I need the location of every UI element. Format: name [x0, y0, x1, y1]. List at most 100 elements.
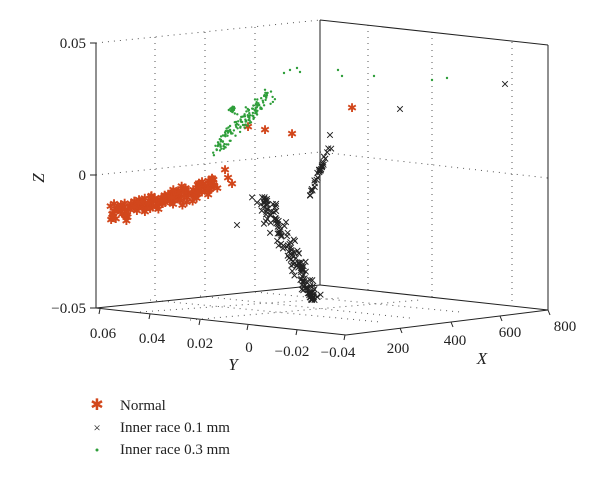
data-point-normal: ✱ [193, 178, 203, 192]
data-point-inner-race-0-3 [221, 134, 225, 137]
data-point-normal: ✱ [202, 183, 212, 197]
legend-item-normal: ✱ Normal [90, 397, 166, 414]
y-tick-label: −0.02 [275, 344, 310, 360]
data-point-inner-race-0-3 [226, 134, 229, 137]
data-point-normal: ✱ [145, 202, 155, 216]
data-point-inner-race-0-1 [396, 105, 404, 113]
data-point-normal: ✱ [188, 195, 198, 209]
data-point-normal: ✱ [143, 197, 153, 211]
data-point-normal: ✱ [117, 207, 127, 221]
legend-item-inner-race-0-3: Inner race 0.3 mm [95, 442, 230, 458]
data-point-normal: ✱ [209, 179, 219, 193]
data-point-inner-race-0-3 [231, 132, 234, 135]
data-point-inner-race-0-1 [287, 238, 294, 246]
data-point-normal: ✱ [160, 189, 170, 203]
data-point-normal: ✱ [208, 179, 218, 193]
data-point-inner-race-0-3 [239, 118, 242, 121]
data-point-inner-race-0-1 [311, 180, 318, 187]
data-point-inner-race-0-3 [227, 108, 230, 112]
data-point-inner-race-0-1 [263, 195, 271, 203]
data-point-normal: ✱ [116, 201, 126, 215]
data-point-inner-race-0-3 [244, 123, 247, 126]
data-point-inner-race-0-3 [262, 104, 266, 107]
data-point-inner-race-0-3 [232, 108, 235, 111]
data-point-inner-race-0-1 [295, 250, 302, 257]
data-point-inner-race-0-1 [301, 275, 308, 282]
data-point-inner-race-0-1 [275, 217, 282, 225]
data-point-inner-race-0-1 [293, 262, 301, 270]
data-point-normal: ✱ [191, 186, 201, 200]
data-point-inner-race-0-3 [246, 107, 249, 111]
data-point-normal: ✱ [122, 211, 132, 225]
data-point-normal: ✱ [107, 207, 117, 221]
data-point-normal: ✱ [158, 195, 168, 209]
data-point-normal: ✱ [197, 175, 207, 189]
data-point-inner-race-0-1 [308, 185, 315, 193]
data-point-normal: ✱ [166, 194, 176, 208]
data-point-inner-race-0-3 [282, 71, 286, 75]
data-point-inner-race-0-3 [251, 111, 255, 115]
data-point-inner-race-0-3 [229, 130, 232, 134]
data-point-inner-race-0-3 [225, 143, 228, 146]
data-point-inner-race-0-3 [225, 127, 228, 130]
data-point-inner-race-0-3 [242, 123, 245, 127]
data-point-inner-race-0-3 [227, 129, 231, 132]
data-point-inner-race-0-1 [286, 240, 293, 248]
data-point-inner-race-0-1 [316, 169, 323, 176]
data-point-normal: ✱ [126, 201, 136, 215]
data-point-normal: ✱ [126, 197, 136, 211]
data-point-inner-race-0-3 [233, 112, 236, 115]
data-point-inner-race-0-3 [244, 119, 248, 123]
data-point-normal: ✱ [203, 174, 213, 188]
data-point-normal: ✱ [120, 208, 130, 222]
data-point-normal: ✱ [171, 189, 181, 203]
data-point-inner-race-0-3 [269, 102, 272, 106]
data-point-normal: ✱ [125, 203, 135, 217]
data-point-inner-race-0-3 [259, 107, 262, 110]
data-point-normal: ✱ [157, 194, 167, 208]
data-point-normal: ✱ [207, 171, 217, 185]
data-point-inner-race-0-3 [223, 142, 226, 146]
data-point-normal: ✱ [121, 209, 131, 223]
data-point-normal: ✱ [194, 177, 204, 191]
data-point-normal: ✱ [192, 187, 202, 201]
data-point-normal: ✱ [168, 183, 178, 197]
data-point-normal: ✱ [112, 202, 122, 216]
data-point-inner-race-0-1 [501, 80, 509, 88]
data-point-inner-race-0-3 [215, 148, 218, 151]
data-point-normal: ✱ [200, 179, 210, 193]
data-point-normal: ✱ [120, 196, 130, 210]
data-point-normal: ✱ [188, 183, 198, 197]
data-point-inner-race-0-3 [258, 103, 261, 107]
data-point-inner-race-0-3 [262, 101, 265, 104]
data-point-normal: ✱ [168, 193, 178, 207]
data-point-normal: ✱ [181, 181, 191, 195]
data-point-normal: ✱ [116, 198, 126, 212]
data-point-normal: ✱ [133, 196, 143, 210]
data-point-normal: ✱ [191, 185, 201, 199]
data-point-inner-race-0-1 [272, 202, 280, 210]
data-point-normal: ✱ [156, 191, 166, 205]
data-point-inner-race-0-3 [372, 74, 376, 78]
z-tick-label: 0 [79, 168, 87, 184]
data-point-inner-race-0-3 [212, 151, 215, 154]
data-point-normal: ✱ [197, 186, 207, 200]
data-point-inner-race-0-3 [266, 91, 269, 95]
data-point-normal: ✱ [162, 191, 172, 205]
data-point-inner-race-0-1 [273, 207, 280, 215]
data-point-inner-race-0-3 [220, 147, 223, 150]
data-point-inner-race-0-3 [216, 141, 220, 144]
data-point-inner-race-0-3 [256, 98, 259, 101]
data-point-normal: ✱ [144, 197, 154, 211]
data-point-inner-race-0-3 [219, 143, 222, 146]
data-point-normal: ✱ [160, 196, 170, 210]
data-point-normal: ✱ [204, 184, 214, 198]
data-point-inner-race-0-1 [303, 278, 310, 286]
data-points: ✱✱ ✱✱✱✱✱✱✱✱✱✱✱ ✱✱✱✱✱✱✱✱✱✱✱✱✱✱✱✱✱✱✱ ✱✱✱✱✱ ✱✱✱… [106, 66, 509, 304]
data-point-inner-race-0-1 [267, 219, 274, 226]
data-point-inner-race-0-1 [276, 228, 283, 235]
data-point-normal: ✱ [227, 177, 237, 191]
data-point-inner-race-0-3 [255, 113, 259, 116]
data-point-inner-race-0-3 [221, 140, 225, 143]
